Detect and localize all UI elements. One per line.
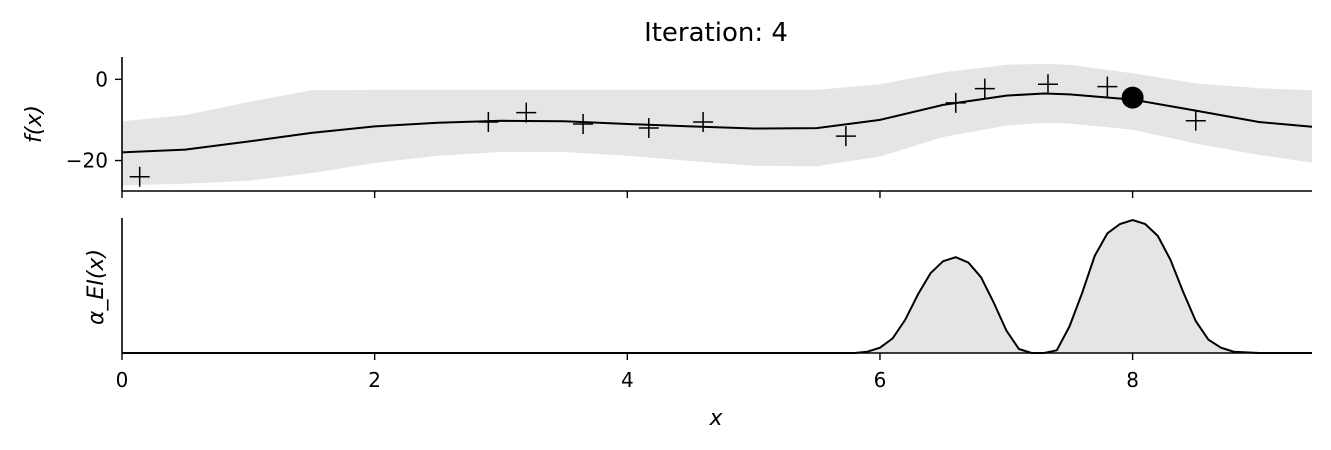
acquisition-ylabel: α_EI(x) (84, 249, 109, 325)
observation-point (638, 118, 659, 139)
observation-point (974, 78, 995, 99)
next-sample-point (1121, 86, 1144, 109)
observation-point (516, 102, 537, 123)
surrogate-plot-area (121, 63, 1313, 187)
mean-line (121, 92, 1313, 154)
confidence-band (122, 63, 1312, 186)
observation-point (1097, 76, 1118, 97)
x-tick-label: 0 (116, 368, 129, 392)
x-tick-label: 8 (1126, 368, 1139, 392)
observation-point (573, 114, 594, 134)
acquisition-plot-area (122, 218, 1312, 354)
observation-point (693, 111, 714, 132)
observation-point (835, 126, 856, 147)
observation-point (945, 92, 966, 113)
acquisition-fill (122, 220, 1312, 353)
observation-point (129, 166, 150, 187)
y-tick-label: −20 (66, 149, 108, 173)
acquisition-xlabel: x (708, 406, 723, 431)
x-tick-label: 2 (368, 368, 381, 392)
observation-point (478, 111, 499, 132)
acquisition-panel: 0 2 4 6 8 α_EI(x) x (84, 218, 1312, 431)
acquisition-ticks: 0 2 4 6 8 (116, 353, 1139, 392)
surrogate-ticks: 0 −20 (66, 67, 1134, 198)
surrogate-ylabel: f(x) (22, 105, 47, 143)
x-tick-label: 6 (874, 368, 887, 392)
figure-title: Iteration: 4 (644, 18, 788, 48)
observation-point (1037, 74, 1058, 95)
observation-point (1185, 110, 1206, 131)
y-tick-label: 0 (95, 67, 108, 91)
surrogate-panel: 0 −20 f(x) (22, 57, 1313, 198)
x-tick-label: 4 (621, 368, 634, 392)
